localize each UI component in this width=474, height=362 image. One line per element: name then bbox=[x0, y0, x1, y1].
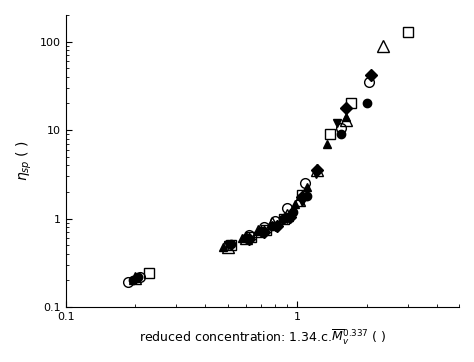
Y-axis label: $\eta_{sp}$ ( ): $\eta_{sp}$ ( ) bbox=[15, 140, 34, 181]
X-axis label: reduced concentration: 1.34.c.$\overline{M}_v^{0.337}$ ( ): reduced concentration: 1.34.c.$\overline… bbox=[138, 327, 386, 347]
